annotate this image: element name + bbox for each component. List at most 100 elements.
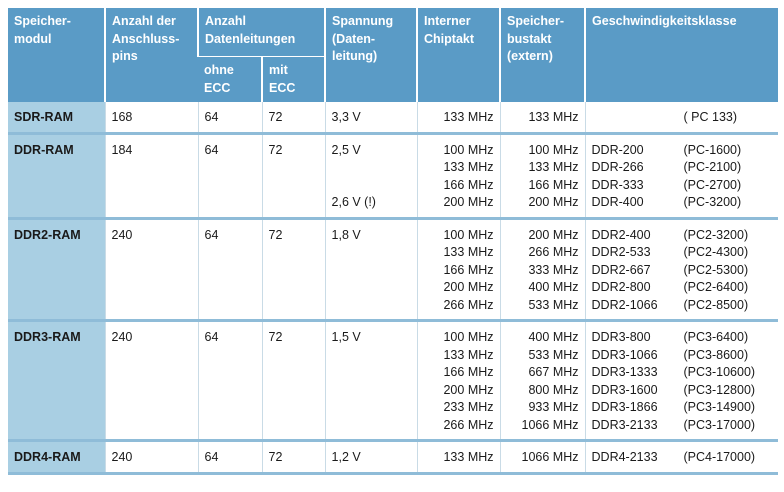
speed-class-cell: ( PC 133) [584,102,779,135]
module-name: DDR3-1066 [591,347,658,362]
table-body: SDR-RAM 168 64 72 3,3 V 133 MHz 133 MHz( PC 13… [8,102,779,475]
module-name: DDR3-2133 [591,417,658,432]
pc-name: (PC3-10600) [683,365,756,379]
bus-clock-cell: 100 MHz 133 MHz 166 MHz 200 MHz [499,133,586,220]
speed-class-line: DDR3-1866 (PC3-14900) [592,399,773,417]
pc-name: (PC-3200) [683,195,742,209]
bus-clock: 166 MHz [528,177,579,192]
header-text: ECC [269,80,296,95]
table-row: DDR4-RAM 240 64 72 1,2 V 133 MHz 1066 MHz DDR4-… [8,440,779,475]
chip-clock: 166 MHz [443,177,494,192]
header-text: Interner [424,14,471,28]
voltage-cell: 1,2 V [324,440,418,475]
speed-class-line: DDR-400 (PC-3200) [592,194,773,212]
module-name: DDR-266 [591,160,644,174]
module-name: DDR2-533 [591,245,651,259]
pins-cell: 240 [104,320,198,442]
bus-clock: 800 MHz [528,382,579,397]
header-text: Speicher- [14,14,71,28]
speed-class-cell: DDR2-400 (PC2-3200) DDR2-533 (PC2-4300) DDR2… [584,218,779,322]
module-cell: DDR3-RAM [8,320,105,442]
header-text: modul [14,31,52,46]
chip-clock-cell: 133 MHz [416,102,501,135]
table-row: DDR2-RAM 240 64 72 1,8 V 100 MHz 133 MHz 166 MH… [8,218,779,322]
module-name: DDR2-1066 [591,297,658,312]
bus-clock-cell: 400 MHz 533 MHz 667 MHz 800 MHz 933 MHz 1066 … [499,320,586,442]
bus-clock: 667 MHz [528,365,579,379]
header-text: ohne [204,63,234,77]
speed-class-line: DDR2-667 (PC2-5300) [592,262,773,280]
bus-clock: 333 MHz [528,262,579,277]
module-name: DDR-200 [591,142,644,157]
bus-clock: 933 MHz [528,400,579,414]
speed-class-line: DDR-200 (PC-1600) [592,142,773,160]
voltage-cell: 3,3 V [324,102,418,135]
header-cell: Anzahl Datenleitungen [196,8,326,57]
ecc-cell: 72 [261,102,326,135]
bus-clock: 200 MHz [528,227,579,242]
pc-name: (PC3-12800) [683,382,756,397]
chip-clock: 166 MHz [443,365,494,379]
voltage: 1,2 V [331,450,361,464]
header-text: Anzahl [205,14,246,28]
pc-name: (PC4-17000) [683,450,756,464]
speed-class-cell: DDR4-2133 (PC4-17000) [584,440,779,475]
header-text: bustakt [507,31,552,46]
chip-clock-cell: 100 MHz 133 MHz 166 MHz 200 MHz 266 MHz [416,218,501,322]
chip-clock: 200 MHz [443,195,494,209]
speed-class-cell: DDR3-800 (PC3-6400) DDR3-1066 (PC3-8600) DDR… [584,320,779,442]
ecc-cell: 72 [261,133,326,220]
header-text: Anschluss- [112,31,180,46]
module-name: DDR3-1333 [591,365,658,379]
header-cell: mit ECC [260,56,326,102]
chip-clock: 133 MHz [443,110,494,124]
bus-clock: 533 MHz [528,297,579,312]
module-cell: DDR-RAM [8,133,105,220]
chip-clock: 100 MHz [443,227,494,242]
chip-clock-cell: 100 MHz 133 MHz 166 MHz 200 MHz 233 MHz 266 M… [416,320,501,442]
module-name: DDR2-800 [591,280,651,294]
pc-name: (PC2-4300) [683,245,749,259]
header-cell: Speicher-bustakt (extern) [499,8,586,102]
module-name: DDR3-1600 [591,382,658,397]
pc-name: (PC2-6400) [683,280,749,294]
speed-class-line: DDR3-1333 (PC3-10600) [592,364,773,382]
bus-clock: 133 MHz [528,110,579,124]
module-name: DDR4-2133 [591,450,658,464]
ecc-cell: 64 [197,133,262,220]
chip-clock: 266 MHz [443,297,494,312]
chip-clock: 233 MHz [443,400,494,414]
header-cell: Interner Chiptakt [416,8,501,102]
bus-clock: 100 MHz [528,142,579,157]
voltage: 2,6 V (!) [331,195,376,209]
module-name: DDR2-400 [591,227,651,242]
speed-class-line: DDR3-2133 (PC3-17000) [592,417,773,435]
pc-name: (PC3-8600) [683,347,749,362]
header-row: Speicher-modul Anzahl der Anschluss-pins An… [8,8,779,102]
bus-clock: 200 MHz [528,195,579,209]
pc-name: (PC3-17000) [683,417,756,432]
pc-name: (PC-1600) [683,142,742,157]
pc-name: ( PC 133) [683,110,738,124]
speed-class-line: DDR-266 (PC-2100) [592,159,773,177]
header-text: Chiptakt [424,31,475,46]
speed-class-line: DDR4-2133 (PC4-17000) [592,449,773,467]
table-row: DDR3-RAM 240 64 72 1,5 V 100 MHz 133 MHz 166 MH… [8,320,779,442]
bus-clock-cell: 133 MHz [499,102,586,135]
module-cell: DDR4-RAM [8,440,105,475]
header-cell: Spannung (Daten-leitung) [324,8,418,102]
header-text: Spannung [332,14,394,28]
chip-clock: 166 MHz [443,262,494,277]
header-cell: ohne ECC [198,56,262,102]
pc-name: (PC-2100) [683,160,742,174]
voltage: 3,3 V [331,110,361,124]
bus-clock: 1066 MHz [521,450,579,464]
pins-cell: 240 [104,218,198,322]
ecc-cell: 72 [261,218,326,322]
bus-clock: 400 MHz [528,330,579,344]
table-header: Speicher-modul Anzahl der Anschluss-pins An… [8,8,779,102]
module-name: DDR2-667 [591,262,651,277]
chip-clock-cell: 133 MHz [416,440,501,475]
header-text: mit [269,63,288,77]
header-text: (Daten- [332,31,376,46]
